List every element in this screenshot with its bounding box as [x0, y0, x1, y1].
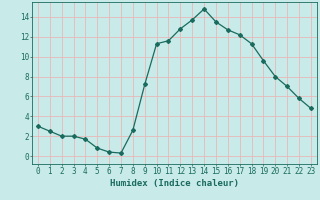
X-axis label: Humidex (Indice chaleur): Humidex (Indice chaleur) — [110, 179, 239, 188]
